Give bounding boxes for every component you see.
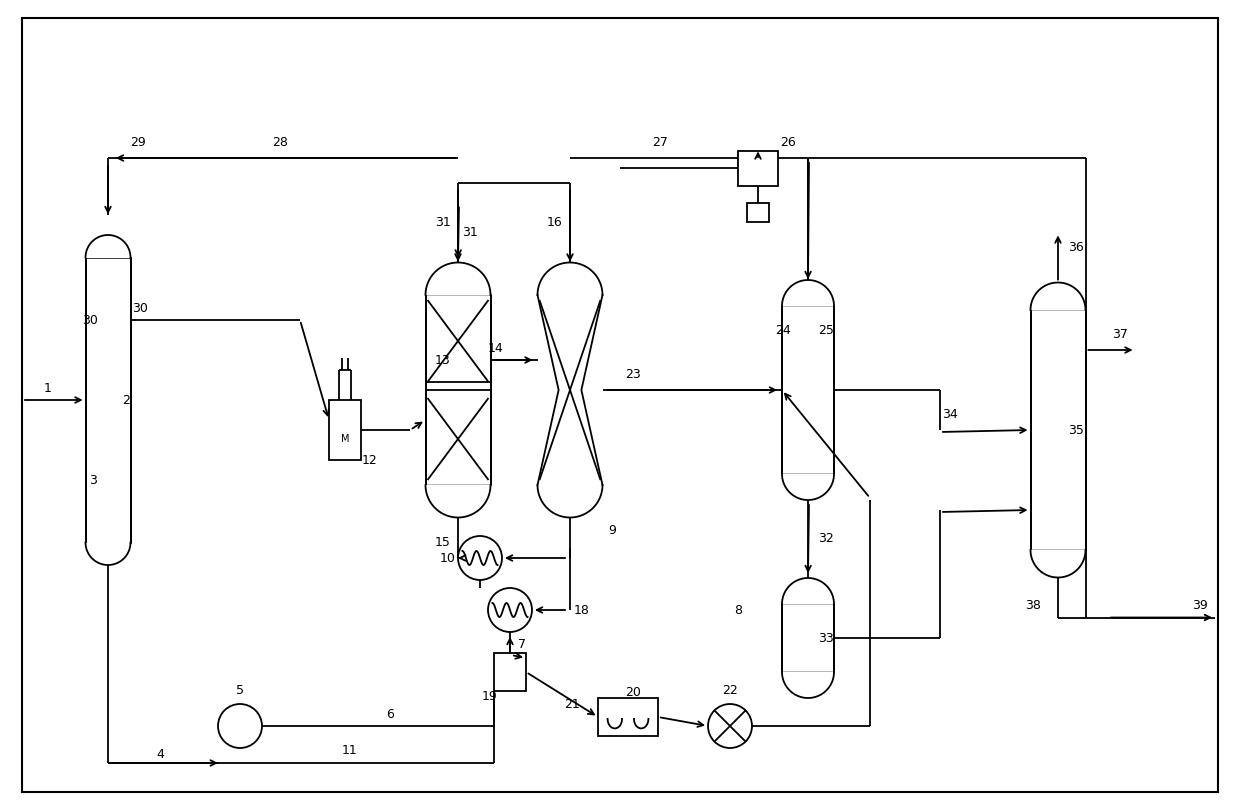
Circle shape xyxy=(489,588,532,632)
Bar xyxy=(598,698,658,736)
Polygon shape xyxy=(425,485,491,518)
Text: 9: 9 xyxy=(609,523,616,536)
Text: 31: 31 xyxy=(435,216,451,229)
Bar xyxy=(329,400,361,460)
Bar xyxy=(1030,310,1085,550)
Polygon shape xyxy=(782,280,835,306)
Text: 19: 19 xyxy=(482,690,498,704)
Text: 4: 4 xyxy=(156,748,164,761)
Text: 31: 31 xyxy=(463,226,477,239)
Text: 16: 16 xyxy=(547,216,563,229)
Bar xyxy=(782,604,835,672)
Circle shape xyxy=(708,704,751,748)
Text: 28: 28 xyxy=(272,137,288,150)
Bar xyxy=(425,295,491,485)
Text: 24: 24 xyxy=(775,323,791,336)
Polygon shape xyxy=(537,295,603,485)
Text: 30: 30 xyxy=(82,313,98,326)
Text: M: M xyxy=(341,434,350,444)
Text: 12: 12 xyxy=(362,454,378,467)
Text: 36: 36 xyxy=(1068,241,1084,254)
Text: 35: 35 xyxy=(1068,424,1084,437)
Text: 38: 38 xyxy=(1025,599,1040,612)
Circle shape xyxy=(218,704,262,748)
Text: 34: 34 xyxy=(942,408,957,421)
Text: 30: 30 xyxy=(133,301,149,314)
Polygon shape xyxy=(1030,550,1085,578)
Text: 25: 25 xyxy=(818,323,835,336)
Polygon shape xyxy=(425,262,491,295)
Text: 14: 14 xyxy=(487,342,503,355)
Polygon shape xyxy=(537,262,603,295)
Text: 1: 1 xyxy=(45,382,52,394)
Bar xyxy=(738,151,777,185)
Text: 2: 2 xyxy=(122,394,130,407)
Polygon shape xyxy=(86,543,130,565)
Text: 26: 26 xyxy=(780,137,796,150)
Text: 21: 21 xyxy=(564,698,580,711)
Polygon shape xyxy=(228,714,253,738)
Text: 32: 32 xyxy=(818,532,833,545)
Text: 3: 3 xyxy=(89,474,97,487)
Text: 27: 27 xyxy=(652,137,668,150)
Bar xyxy=(86,258,130,543)
Text: 20: 20 xyxy=(625,685,641,698)
Text: 7: 7 xyxy=(518,638,526,651)
Polygon shape xyxy=(782,474,835,500)
Text: 23: 23 xyxy=(625,369,640,382)
Text: 10: 10 xyxy=(440,552,456,565)
Bar xyxy=(782,306,835,474)
Text: 5: 5 xyxy=(236,684,244,697)
Text: 22: 22 xyxy=(722,684,738,697)
Polygon shape xyxy=(782,578,835,604)
Circle shape xyxy=(458,536,502,580)
Polygon shape xyxy=(782,672,835,698)
Text: 6: 6 xyxy=(386,707,394,721)
Text: 13: 13 xyxy=(435,353,451,366)
Bar xyxy=(746,203,769,222)
Text: 37: 37 xyxy=(1112,329,1128,342)
Bar xyxy=(494,653,526,691)
Polygon shape xyxy=(86,235,130,258)
Polygon shape xyxy=(1030,283,1085,310)
Text: 29: 29 xyxy=(130,137,146,150)
Polygon shape xyxy=(537,485,603,518)
Text: 8: 8 xyxy=(734,603,742,616)
Text: 18: 18 xyxy=(574,603,590,616)
Text: 33: 33 xyxy=(818,632,833,645)
Text: 39: 39 xyxy=(1192,599,1208,612)
Text: 11: 11 xyxy=(342,744,358,757)
Text: 15: 15 xyxy=(435,536,451,549)
